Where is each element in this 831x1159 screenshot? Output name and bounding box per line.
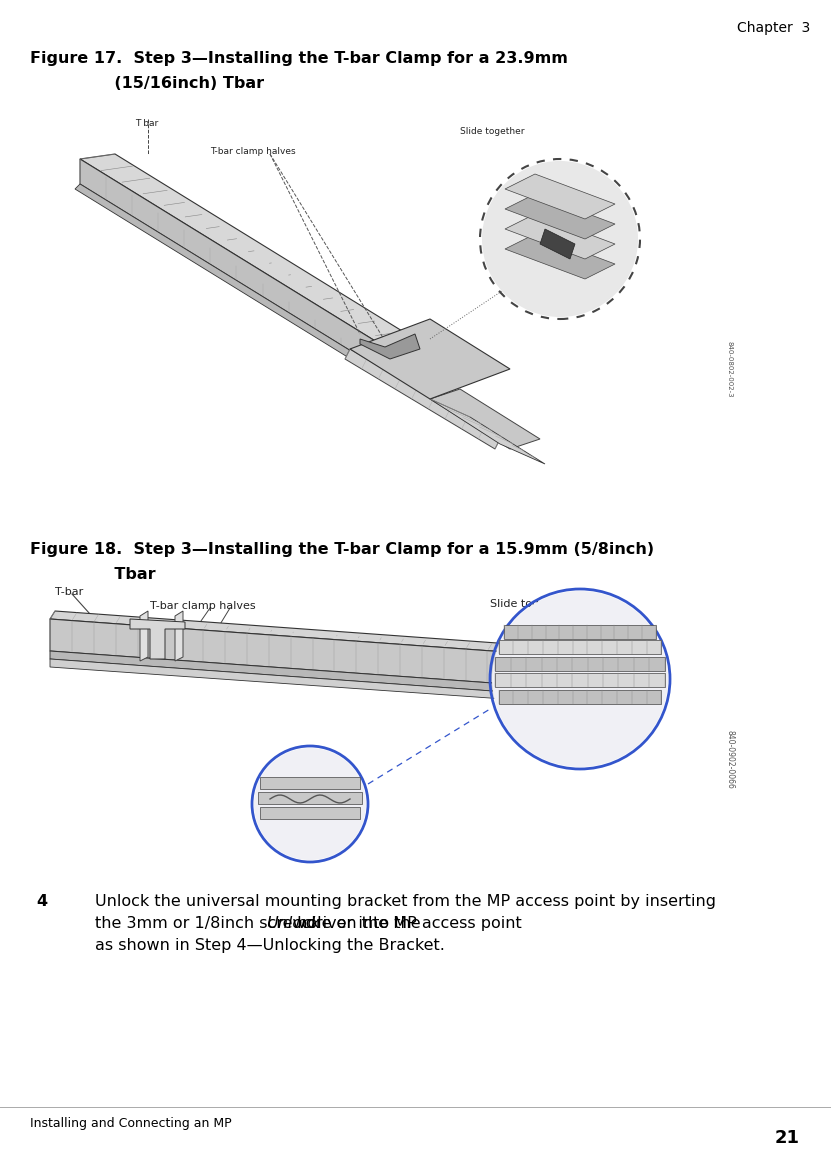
Polygon shape	[505, 234, 615, 279]
Polygon shape	[345, 349, 500, 449]
Polygon shape	[540, 688, 600, 729]
Text: Slide together: Slide together	[490, 599, 569, 608]
Text: as shown in Step 4—Unlocking the Bracket.: as shown in Step 4—Unlocking the Bracket…	[95, 938, 445, 953]
Text: Figure 17.  Step 3—Installing the T-bar Clamp for a 23.9mm: Figure 17. Step 3—Installing the T-bar C…	[30, 51, 568, 66]
Polygon shape	[505, 174, 615, 219]
Polygon shape	[495, 673, 665, 687]
Circle shape	[482, 161, 638, 318]
Polygon shape	[50, 651, 575, 697]
Polygon shape	[505, 194, 615, 239]
Circle shape	[492, 591, 668, 767]
Polygon shape	[495, 657, 665, 671]
Text: Unlock the universal mounting bracket from the MP access point by inserting: Unlock the universal mounting bracket fr…	[95, 894, 716, 909]
Polygon shape	[350, 319, 510, 399]
Polygon shape	[50, 659, 575, 704]
Polygon shape	[140, 611, 148, 661]
Text: T-bar clamp halves: T-bar clamp halves	[210, 147, 296, 156]
Text: Tbar: Tbar	[30, 567, 155, 582]
Text: 840-0802-002-3: 840-0802-002-3	[727, 341, 733, 398]
Polygon shape	[130, 619, 185, 659]
Text: Slide together: Slide together	[460, 127, 524, 136]
Text: T bar: T bar	[135, 119, 158, 127]
Polygon shape	[80, 159, 445, 409]
Text: 840-0902-0066: 840-0902-0066	[725, 729, 735, 788]
Polygon shape	[430, 389, 540, 449]
Circle shape	[254, 748, 366, 860]
Polygon shape	[260, 807, 360, 819]
Polygon shape	[75, 184, 445, 414]
Text: T-bar: T-bar	[55, 586, 83, 597]
Text: Unlock: Unlock	[266, 916, 320, 931]
Text: T-bar clamp halves: T-bar clamp halves	[150, 602, 256, 611]
Polygon shape	[360, 334, 420, 359]
Text: Figure 18.  Step 3—Installing the T-bar Clamp for a 15.9mm (5/8inch): Figure 18. Step 3—Installing the T-bar C…	[30, 542, 654, 557]
Polygon shape	[50, 611, 580, 657]
Polygon shape	[505, 214, 615, 258]
Text: 4: 4	[37, 894, 47, 909]
Text: 21: 21	[775, 1129, 800, 1147]
Text: Chapter  3: Chapter 3	[737, 21, 810, 35]
Text: the 3mm or 1/8inch screwdriver into the: the 3mm or 1/8inch screwdriver into the	[95, 916, 425, 931]
Polygon shape	[499, 640, 661, 654]
Polygon shape	[175, 611, 183, 661]
Polygon shape	[80, 154, 480, 384]
Polygon shape	[504, 625, 656, 639]
Polygon shape	[540, 229, 575, 258]
Polygon shape	[260, 777, 360, 789]
Polygon shape	[499, 690, 661, 704]
Polygon shape	[50, 619, 575, 688]
Text: Installing and Connecting an MP: Installing and Connecting an MP	[30, 1117, 232, 1130]
Text: hole on the MP access point: hole on the MP access point	[292, 916, 522, 931]
Polygon shape	[430, 399, 545, 464]
Text: (15/16inch) Tbar: (15/16inch) Tbar	[30, 76, 264, 92]
Polygon shape	[258, 792, 362, 804]
